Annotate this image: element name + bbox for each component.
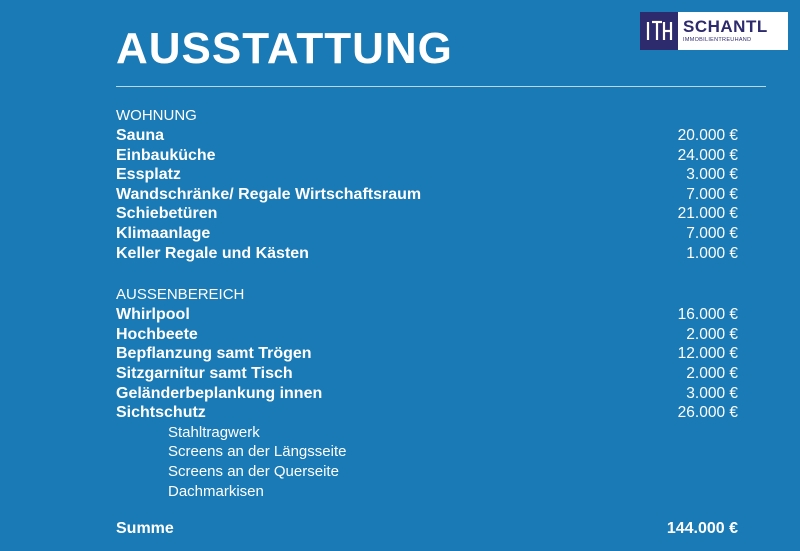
list-item: Klimaanlage 7.000 € bbox=[116, 224, 738, 244]
equipment-list: WOHNUNG Sauna 20.000 € Einbauküche 24.00… bbox=[116, 106, 738, 501]
list-item: Schiebetüren 21.000 € bbox=[116, 204, 738, 224]
sichtschutz-details: Stahltragwerk Screens an der Längsseite … bbox=[116, 423, 738, 501]
sub-item: Dachmarkisen bbox=[168, 482, 264, 500]
ith-logo-icon bbox=[640, 12, 678, 50]
item-label: Sauna bbox=[116, 127, 165, 144]
sub-item: Screens an der Längsseite bbox=[168, 443, 347, 461]
item-label: Geländerbeplankung innen bbox=[116, 384, 323, 402]
item-label: Wandschränke/ Regale Wirtschaftsraum bbox=[116, 185, 422, 203]
item-label: Sitzgarnitur samt Tisch bbox=[116, 364, 293, 382]
list-item: Sauna 20.000 € bbox=[116, 126, 738, 146]
list-item: Whirlpool 16.000 € bbox=[116, 305, 738, 325]
item-label: Schiebetüren bbox=[116, 205, 218, 223]
item-label: Klimaanlage bbox=[116, 224, 211, 242]
total-label: Summe bbox=[116, 520, 174, 537]
sub-item: Screens an der Querseite bbox=[168, 462, 339, 480]
item-label: Keller Regale und Kästen bbox=[116, 244, 309, 262]
item-price: 2.000 € bbox=[686, 325, 738, 343]
item-price: 2.000 € bbox=[686, 364, 738, 382]
sub-item: Stahltragwerk bbox=[168, 423, 260, 441]
item-price: 20.000 € bbox=[677, 127, 738, 144]
item-price: 3.000 € bbox=[686, 384, 738, 402]
item-price: 16.000 € bbox=[677, 306, 738, 324]
company-logo: SCHANTL IMMOBILIENTREUHAND bbox=[640, 12, 788, 50]
item-label: Sichtschutz bbox=[116, 404, 206, 422]
item-price: 26.000 € bbox=[677, 404, 738, 422]
list-item: Sitzgarnitur samt Tisch 2.000 € bbox=[116, 364, 738, 384]
page-title: AUSSTATTUNG bbox=[116, 24, 453, 73]
section-spacer bbox=[116, 263, 738, 285]
item-price: 21.000 € bbox=[677, 205, 738, 223]
item-label: Einbauküche bbox=[116, 146, 216, 164]
list-item: Hochbeete 2.000 € bbox=[116, 325, 738, 345]
list-item: Geländerbeplankung innen 3.000 € bbox=[116, 384, 738, 404]
list-item: Bepflanzung samt Trögen 12.000 € bbox=[116, 344, 738, 364]
list-item: Keller Regale und Kästen 1.000 € bbox=[116, 244, 738, 264]
item-price: 24.000 € bbox=[677, 146, 738, 164]
item-price: 12.000 € bbox=[677, 345, 738, 363]
logo-subtitle: IMMOBILIENTREUHAND bbox=[683, 37, 752, 43]
item-label: Hochbeete bbox=[116, 325, 198, 343]
section-heading-aussenbereich: AUSSENBEREICH bbox=[116, 286, 245, 304]
item-price: 3.000 € bbox=[686, 166, 738, 184]
list-item: Sichtschutz 26.000 € bbox=[116, 403, 738, 423]
list-item: Essplatz 3.000 € bbox=[116, 165, 738, 185]
section-heading-wohnung: WOHNUNG bbox=[116, 107, 197, 124]
item-label: Whirlpool bbox=[116, 306, 190, 324]
logo-name: SCHANTL bbox=[683, 17, 768, 36]
item-label: Essplatz bbox=[116, 166, 181, 184]
item-price: 1.000 € bbox=[686, 244, 738, 262]
list-item: Einbauküche 24.000 € bbox=[116, 146, 738, 166]
total-row: Summe 144.000 € bbox=[116, 518, 738, 540]
item-price: 7.000 € bbox=[686, 224, 738, 242]
title-divider bbox=[116, 86, 766, 87]
item-label: Bepflanzung samt Trögen bbox=[116, 345, 312, 363]
item-price: 7.000 € bbox=[686, 185, 738, 203]
list-item: Wandschränke/ Regale Wirtschaftsraum 7.0… bbox=[116, 185, 738, 205]
total-price: 144.000 € bbox=[666, 520, 738, 537]
